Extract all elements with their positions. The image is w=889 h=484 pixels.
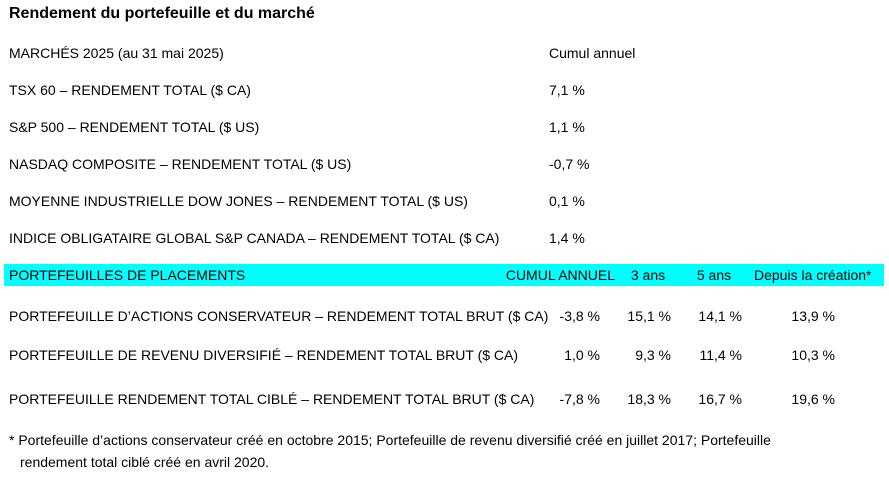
footnote-line-1: * Portefeuille d’actions conservateur cr… — [9, 432, 771, 448]
markets-header-row: MARCHÉS 2025 (au 31 mai 2025) Cumul annu… — [0, 42, 889, 64]
portfolio-row: PORTEFEUILLE RENDEMENT TOTAL CIBLÉ – REN… — [0, 388, 889, 410]
market-ytd: -0,7 % — [549, 156, 590, 172]
page-title: Rendement du portefeuille et du marché — [9, 5, 315, 22]
market-ytd: 1,4 % — [549, 230, 585, 246]
market-ytd: 7,1 % — [549, 82, 585, 98]
portfolio-3y: 9,3 % — [635, 347, 671, 363]
portfolio-5y: 14,1 % — [698, 308, 742, 324]
portfolio-ytd: -3,8 % — [559, 308, 600, 324]
markets-header-ytd: Cumul annuel — [549, 45, 636, 61]
market-row: NASDAQ COMPOSITE – RENDEMENT TOTAL ($ US… — [0, 153, 889, 175]
portfolios-header-5y: 5 ans — [696, 267, 732, 283]
portfolio-3y: 18,3 % — [627, 391, 671, 407]
market-label: MOYENNE INDUSTRIELLE DOW JONES – RENDEME… — [9, 193, 468, 209]
portfolios-header-inception: Depuis la création* — [754, 267, 872, 283]
portfolio-inception: 10,3 % — [791, 347, 835, 363]
portfolios-header-label: PORTEFEUILLES DE PLACEMENTS — [9, 267, 246, 283]
market-row: INDICE OBLIGATAIRE GLOBAL S&P CANADA – R… — [0, 227, 889, 249]
market-label: TSX 60 – RENDEMENT TOTAL ($ CA) — [9, 82, 251, 98]
portfolios-header-ytd: CUMUL ANNUEL — [505, 267, 615, 283]
portfolio-5y: 11,4 % — [699, 347, 742, 363]
portfolios-header-3y: 3 ans — [630, 267, 666, 283]
market-ytd: 0,1 % — [549, 193, 585, 209]
market-row: MOYENNE INDUSTRIELLE DOW JONES – RENDEME… — [0, 190, 889, 212]
footnote: * Portefeuille d’actions conservateur cr… — [9, 429, 879, 473]
portfolio-inception: 13,9 % — [791, 308, 835, 324]
market-row: S&P 500 – RENDEMENT TOTAL ($ US) 1,1 % — [0, 116, 889, 138]
market-row: TSX 60 – RENDEMENT TOTAL ($ CA) 7,1 % — [0, 79, 889, 101]
market-label: INDICE OBLIGATAIRE GLOBAL S&P CANADA – R… — [9, 230, 500, 246]
portfolios-header-row: PORTEFEUILLES DE PLACEMENTS CUMUL ANNUEL… — [0, 264, 889, 286]
markets-header-label: MARCHÉS 2025 (au 31 mai 2025) — [9, 45, 224, 61]
market-label: NASDAQ COMPOSITE – RENDEMENT TOTAL ($ US… — [9, 156, 352, 172]
portfolio-inception: 19,6 % — [791, 391, 835, 407]
portfolio-ytd: -7,8 % — [559, 391, 600, 407]
portfolio-3y: 15,1 % — [627, 308, 671, 324]
market-label: S&P 500 – RENDEMENT TOTAL ($ US) — [9, 119, 260, 135]
portfolio-ytd: 1,0 % — [564, 347, 600, 363]
portfolio-label: PORTEFEUILLE D’ACTIONS CONSERVATEUR – RE… — [9, 308, 549, 324]
portfolio-label: PORTEFEUILLE DE REVENU DIVERSIFIÉ – REND… — [9, 347, 519, 363]
portfolio-5y: 16,7 % — [698, 391, 742, 407]
market-ytd: 1,1 % — [549, 119, 585, 135]
portfolio-row: PORTEFEUILLE DE REVENU DIVERSIFIÉ – REND… — [0, 344, 889, 366]
portfolio-label: PORTEFEUILLE RENDEMENT TOTAL CIBLÉ – REN… — [9, 391, 535, 407]
portfolios-header-highlight — [4, 264, 884, 286]
footnote-line-2: rendement total ciblé créé en avril 2020… — [20, 454, 270, 470]
portfolio-row: PORTEFEUILLE D’ACTIONS CONSERVATEUR – RE… — [0, 305, 889, 327]
